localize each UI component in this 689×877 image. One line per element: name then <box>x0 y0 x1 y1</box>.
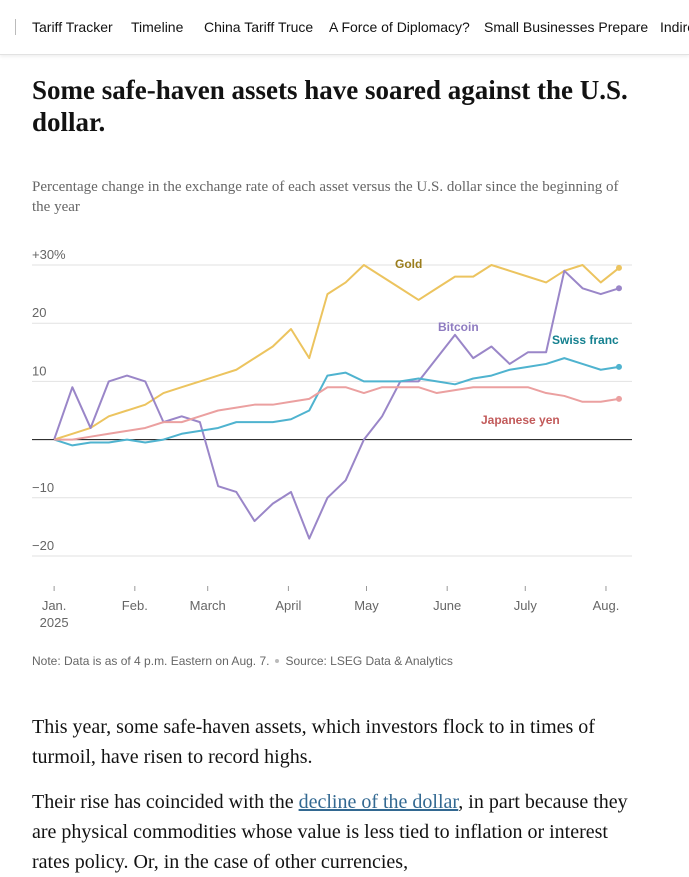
y-tick-label: 20 <box>32 305 46 320</box>
series-label: Japanese yen <box>481 413 560 427</box>
nav-separator <box>15 19 16 35</box>
x-tick-label: May <box>354 598 379 613</box>
series-line <box>53 269 620 540</box>
nav-link[interactable]: Timeline <box>131 19 184 35</box>
y-tick-label: 10 <box>32 363 46 378</box>
series-line <box>54 386 620 441</box>
text: , in part because they are physical comm… <box>32 791 628 873</box>
x-tick-label: June <box>433 598 461 613</box>
x-tick-label: March <box>190 598 226 613</box>
end-dot <box>615 285 622 292</box>
x-tick-label: Aug. <box>593 598 620 613</box>
x-tick-label: July <box>514 598 538 613</box>
end-dot <box>615 395 622 402</box>
nav-link[interactable]: Tariff Tracker <box>32 19 113 35</box>
series-line <box>53 357 620 447</box>
series-label: Bitcoin <box>438 320 479 334</box>
x-tick-label: Feb. <box>122 598 148 613</box>
nav-link[interactable]: Indire <box>660 19 689 35</box>
x-tick-label: Jan. <box>42 598 67 613</box>
paragraph: This year, some safe-haven assets, which… <box>32 716 595 768</box>
paragraph: Their rise has coincided with the declin… <box>32 787 642 877</box>
source: Source: LSEG Data & Analytics <box>285 654 453 668</box>
y-tick-label: −20 <box>32 538 54 553</box>
x-tick-year: 2025 <box>40 615 69 630</box>
nav-link[interactable]: China Tariff Truce <box>204 19 314 35</box>
y-tick-label: −10 <box>32 480 54 495</box>
series-line <box>53 264 620 441</box>
chart-subtitle: Percentage change in the exchange rate o… <box>32 179 619 215</box>
x-tick-label: April <box>275 598 301 613</box>
text: Their rise has coincided with the <box>32 791 299 813</box>
series-label: Swiss franc <box>552 333 619 347</box>
nav-link[interactable]: Small Businesses Prepare <box>484 19 649 35</box>
separator-dot <box>275 659 280 663</box>
end-dot <box>615 264 622 271</box>
chart-note: Note: Data is as of 4 p.m. Eastern on Au… <box>32 654 453 668</box>
headline: Some safe-haven assets have soared again… <box>32 75 628 137</box>
note: Note: Data is as of 4 p.m. Eastern on Au… <box>32 654 270 668</box>
y-tick-label: +30% <box>32 247 66 262</box>
series-label: Gold <box>395 257 422 271</box>
nav-bar: Tariff Tracker Timeline China Tariff Tru… <box>0 0 689 55</box>
link[interactable]: decline of the dollar <box>298 791 459 813</box>
chart: +30% 20 10 −10 −20 Jan. 2025 Feb. March April May J… <box>32 247 632 630</box>
end-dot <box>615 363 622 370</box>
nav-link[interactable]: A Force of Diplomacy? <box>329 19 470 35</box>
